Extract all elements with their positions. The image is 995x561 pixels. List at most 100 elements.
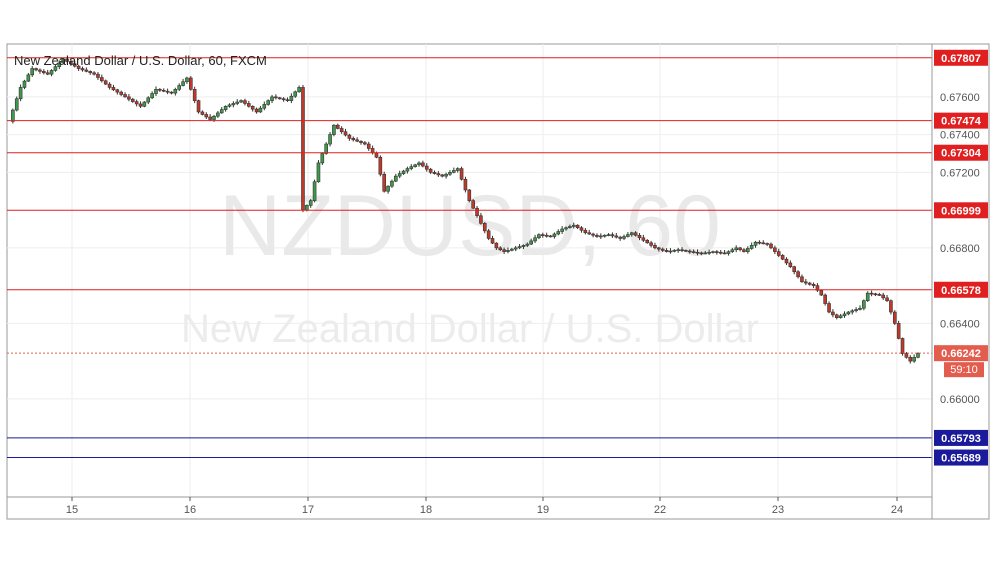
- candle-body-up: [668, 250, 673, 253]
- candle: [792, 265, 797, 275]
- candle: [100, 74, 104, 83]
- candle-body-up: [626, 234, 630, 237]
- candle-body-down: [428, 168, 433, 173]
- candle: [521, 244, 526, 250]
- candle-body-up: [850, 310, 855, 313]
- candle: [258, 105, 263, 113]
- candle: [707, 249, 711, 255]
- price-labels: 0.67807 0.67474 0.67304 0.66999 0.66578 0.657…: [934, 49, 988, 466]
- candle-body-down: [657, 247, 661, 250]
- candle: [107, 82, 112, 90]
- candle: [664, 248, 669, 253]
- candle: [637, 233, 642, 241]
- candle: [587, 229, 592, 235]
- candle-body-down: [467, 189, 472, 201]
- candle-body-down: [761, 242, 766, 245]
- candle-body-down: [595, 234, 599, 237]
- candle-body-down: [502, 249, 506, 252]
- candle-body-down: [351, 138, 356, 141]
- candle-body-up: [49, 70, 54, 75]
- candle: [916, 352, 920, 359]
- candle-body-up: [266, 100, 270, 105]
- candle-body-up: [231, 103, 236, 106]
- price-axis[interactable]: 0.67600 0.67400 0.67200 0.66800 0.66400 0.660…: [940, 92, 980, 406]
- candle-body-down: [796, 271, 800, 278]
- candle-body-up: [177, 85, 181, 90]
- horizontal-levels[interactable]: [7, 57, 932, 459]
- candle: [494, 242, 499, 250]
- resistance-price-label: 0.66999: [941, 205, 981, 217]
- candle: [119, 90, 123, 97]
- candle-body-down: [660, 248, 665, 251]
- candle-body-up: [409, 166, 414, 169]
- time-axis[interactable]: 15 16 17 18 19 22 23 24: [66, 497, 903, 516]
- candle-body-down: [819, 290, 824, 296]
- candle: [397, 170, 402, 179]
- candle: [42, 69, 46, 75]
- candle-body-down: [366, 143, 371, 149]
- candle: [796, 270, 800, 279]
- candle-body-up: [746, 248, 750, 252]
- candle-body-up: [219, 109, 224, 114]
- candle: [502, 247, 506, 255]
- candle-body-down: [359, 140, 363, 143]
- candle-body-down: [804, 281, 808, 284]
- candle: [749, 242, 754, 250]
- candle: [80, 66, 85, 72]
- candle: [216, 110, 220, 118]
- candle: [463, 176, 468, 193]
- x-tick-label: 18: [420, 504, 432, 516]
- candle-body-up: [22, 80, 27, 88]
- candle: [335, 123, 340, 130]
- candle-body-up: [401, 170, 406, 174]
- candle: [127, 93, 131, 102]
- candle: [401, 169, 406, 175]
- candle-body-up: [289, 95, 294, 101]
- candle-body-down: [119, 91, 123, 95]
- candle-body-up: [560, 228, 564, 232]
- candle-body-up: [842, 313, 847, 317]
- candle-body-up: [734, 247, 739, 251]
- candle-body-up: [332, 124, 336, 135]
- candle-body-up: [676, 249, 680, 252]
- candle-body-down: [695, 251, 700, 254]
- candle-body-down: [424, 165, 429, 170]
- candle: [873, 292, 878, 297]
- candle: [869, 290, 874, 297]
- chart-frame: [6, 43, 990, 520]
- candle: [498, 246, 503, 252]
- candle: [312, 179, 317, 203]
- candle: [250, 105, 255, 112]
- candle-body-up: [622, 236, 626, 239]
- candle-body-down: [575, 224, 580, 229]
- candle: [726, 250, 731, 256]
- candle: [645, 239, 650, 244]
- candle: [138, 101, 143, 108]
- candle: [889, 299, 893, 315]
- candle: [602, 234, 607, 238]
- candle-body-up: [444, 173, 448, 177]
- candle-body-up: [142, 101, 147, 107]
- candle: [746, 246, 750, 254]
- candle: [49, 69, 54, 77]
- candle: [150, 91, 154, 100]
- candle: [908, 355, 913, 364]
- candle-body-up: [510, 248, 514, 251]
- candle-body-up: [448, 172, 452, 175]
- candle: [475, 205, 479, 218]
- candle-body-up: [397, 173, 402, 177]
- x-tick-label: 16: [184, 504, 196, 516]
- candle: [583, 227, 588, 235]
- candle: [281, 97, 286, 102]
- candle: [564, 226, 568, 231]
- candle: [854, 307, 858, 313]
- candle: [753, 240, 758, 248]
- candle-body-down: [243, 100, 247, 104]
- current-price-label: 0.66242: [941, 348, 981, 360]
- candle: [394, 173, 398, 183]
- candle-body-down: [200, 111, 205, 115]
- x-tick-label: 24: [891, 504, 903, 516]
- candle: [69, 59, 73, 66]
- candle: [517, 244, 522, 250]
